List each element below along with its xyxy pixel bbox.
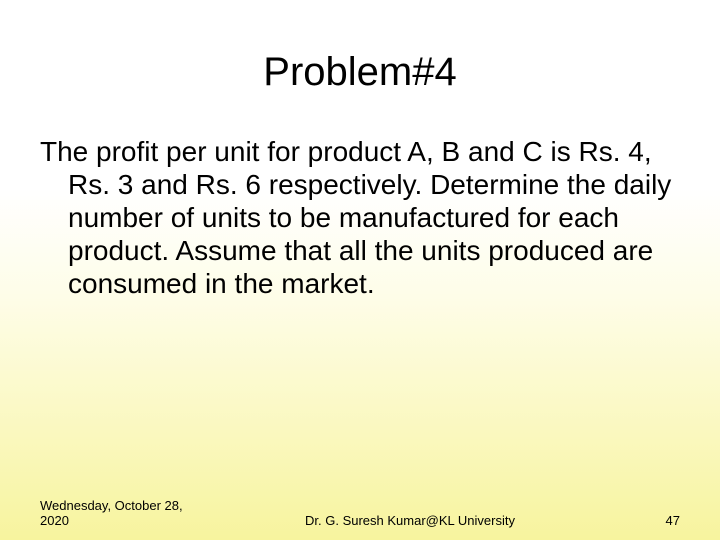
footer-author: Dr. G. Suresh Kumar@KL University bbox=[200, 513, 620, 528]
body-paragraph: The profit per unit for product A, B and… bbox=[40, 135, 680, 300]
slide-footer: Wednesday, October 28, 2020 Dr. G. Sures… bbox=[40, 498, 680, 528]
slide-body: The profit per unit for product A, B and… bbox=[40, 135, 680, 300]
slide-title: Problem#4 bbox=[40, 50, 680, 95]
footer-page-number: 47 bbox=[620, 513, 680, 528]
footer-date: Wednesday, October 28, 2020 bbox=[40, 498, 200, 528]
slide-container: Problem#4 The profit per unit for produc… bbox=[0, 0, 720, 540]
